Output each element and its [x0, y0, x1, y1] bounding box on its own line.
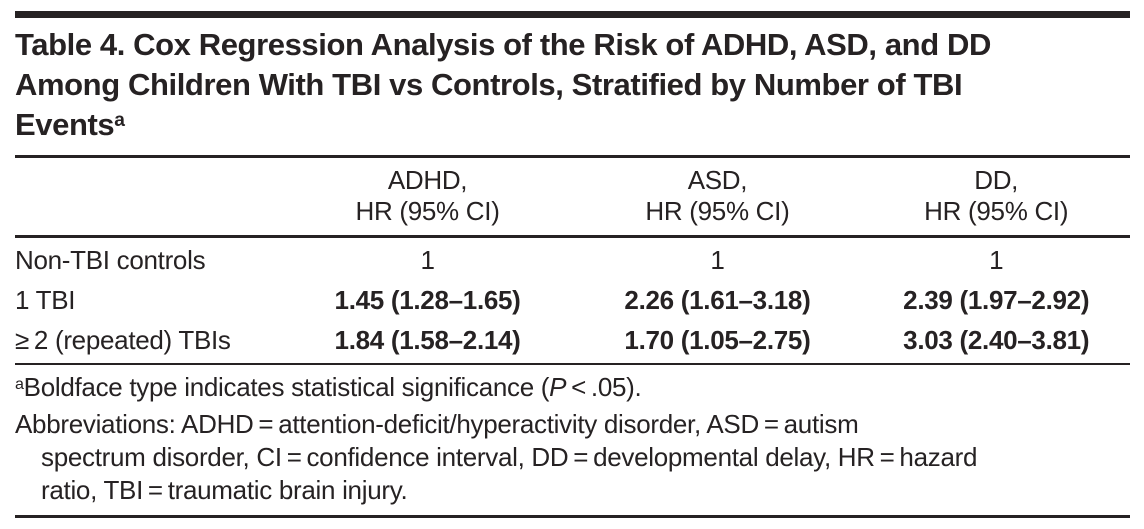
header-dd-line1: DD,	[974, 165, 1019, 195]
table-footnotes: aBoldface type indicates statistical sig…	[15, 371, 1130, 507]
header-dd-line2: HR (95% CI)	[924, 196, 1069, 226]
table-title-footnote-marker: a	[114, 110, 125, 132]
header-adhd-line2: HR (95% CI)	[355, 196, 500, 226]
value-cell-asd: 1	[710, 245, 725, 275]
table-title-line3: Eventsa	[15, 105, 1130, 150]
value-cell-adhd: 1.45 (1.28–1.65)	[334, 285, 521, 315]
header-cell-asd: ASD, HR (95% CI)	[572, 158, 863, 238]
footnote-a-text-pre: Boldface type indicates statistical sign…	[23, 372, 550, 402]
value-cell-asd: 2.26 (1.61–3.18)	[624, 285, 811, 315]
footnote-abbreviations: Abbreviations: ADHD = attention-deficit/…	[15, 408, 1130, 507]
top-accent-bar	[15, 11, 1130, 18]
rule-bottom	[15, 515, 1130, 518]
footnote-p-symbol: P	[549, 372, 567, 402]
header-row: ADHD, HR (95% CI) ASD, HR (95% CI) DD, H…	[15, 158, 1130, 238]
row-label: ≥ 2 (repeated) TBIs	[15, 325, 231, 355]
header-cell-dd: DD, HR (95% CI)	[862, 158, 1130, 238]
footnote-a-marker: a	[15, 374, 24, 393]
value-cell-asd: 1.70 (1.05–2.75)	[624, 325, 811, 355]
value-cell-dd: 2.39 (1.97–2.92)	[903, 285, 1090, 315]
table-title: Table 4. Cox Regression Analysis of the …	[15, 25, 1130, 150]
row-label: Non-TBI controls	[15, 245, 206, 275]
abbreviations-line3: ratio, TBI = traumatic brain injury.	[41, 475, 408, 505]
table-row-1-tbi: 1 TBI 1.45 (1.28–1.65) 2.26 (1.61–3.18) …	[15, 280, 1130, 320]
footnote-significance: aBoldface type indicates statistical sig…	[15, 371, 1130, 408]
rule-above-footnotes	[15, 363, 1130, 365]
value-cell-dd: 1	[989, 245, 1004, 275]
abbreviations-line2: spectrum disorder, CI = confidence inter…	[41, 442, 978, 472]
row-label: 1 TBI	[15, 285, 76, 315]
table-row-repeated-tbis: ≥ 2 (repeated) TBIs 1.84 (1.58–2.14) 1.7…	[15, 320, 1130, 363]
header-asd-line1: ASD,	[687, 165, 748, 195]
table-title-line1: Table 4. Cox Regression Analysis of the …	[15, 27, 991, 62]
cox-regression-table: ADHD, HR (95% CI) ASD, HR (95% CI) DD, H…	[15, 158, 1130, 363]
value-cell-adhd: 1.84 (1.58–2.14)	[334, 325, 521, 355]
table-row-non-tbi-controls: Non-TBI controls 1 1 1	[15, 237, 1130, 281]
table-title-line2: Among Children With TBI vs Controls, Str…	[15, 67, 963, 102]
rule-under-title	[15, 155, 1130, 158]
header-asd-line2: HR (95% CI)	[645, 196, 790, 226]
header-cell-adhd: ADHD, HR (95% CI)	[282, 158, 573, 238]
abbreviations-line1: Abbreviations: ADHD = attention-deficit/…	[15, 409, 859, 439]
table-title-events-text: Events	[15, 107, 115, 142]
header-cell-stub	[15, 158, 283, 238]
footnote-a-text-post: < .05).	[566, 372, 642, 402]
header-adhd-line1: ADHD,	[387, 165, 468, 195]
value-cell-dd: 3.03 (2.40–3.81)	[903, 325, 1090, 355]
value-cell-adhd: 1	[420, 245, 435, 275]
